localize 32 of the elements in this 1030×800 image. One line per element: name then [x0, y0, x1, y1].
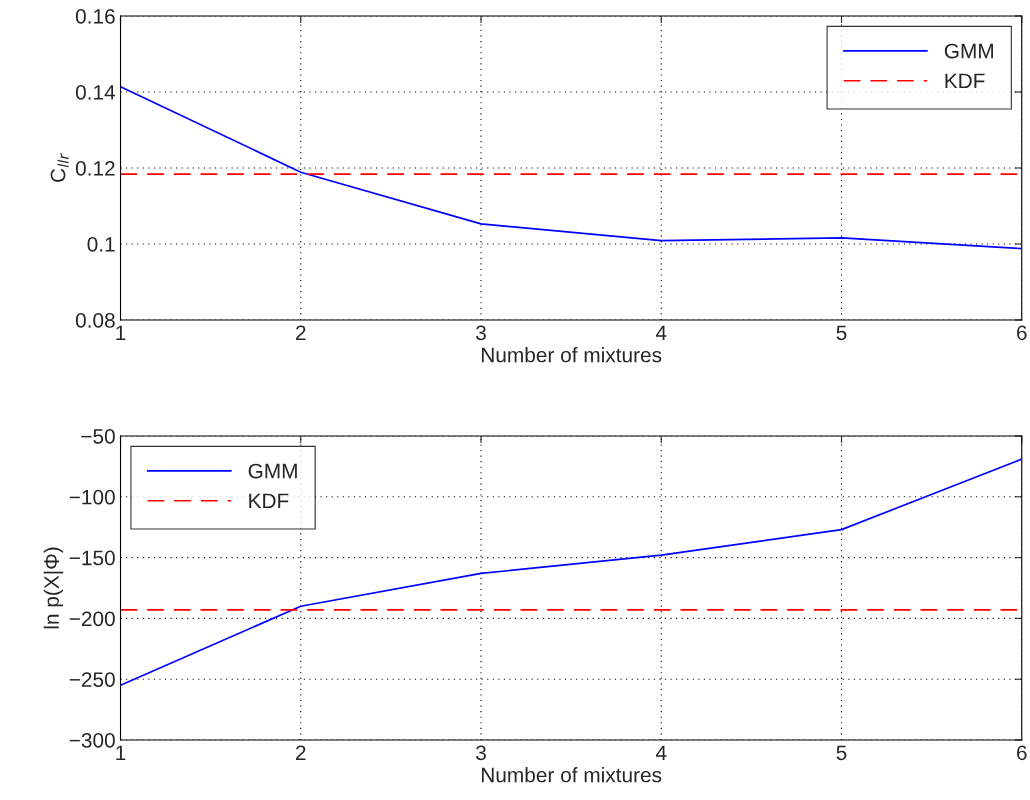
y-tick-label: −250: [69, 672, 115, 687]
legend-label: KDF: [945, 73, 985, 89]
line-series: [120, 458, 1022, 687]
y-axis-title: C$_{llr}$: [50, 152, 69, 182]
y-tick-label: 0.12: [75, 161, 115, 176]
y-tick-label: −150: [69, 550, 115, 566]
y-tick-label: 0.08: [75, 313, 115, 328]
x-tick-label: 6: [1017, 745, 1027, 761]
legend-label: GMM: [248, 463, 297, 479]
x-tick-label: 1: [116, 745, 126, 760]
y-tick-label: −200: [69, 611, 115, 627]
x-tick-label: 5: [836, 325, 847, 341]
x-tick-label: 3: [476, 325, 486, 341]
x-tick-label: 3: [476, 745, 486, 761]
y-tick-label: −50: [81, 429, 115, 444]
y-axis-title: ln p(X|Φ): [43, 547, 64, 629]
x-axis-title: Number of mixtures: [481, 767, 662, 783]
y-tick-label: 0.1: [87, 237, 115, 252]
y-tick-label: 0.16: [75, 9, 115, 24]
x-tick-label: 2: [296, 745, 306, 760]
x-tick-label: 4: [655, 745, 667, 760]
x-tick-label: 2: [296, 325, 306, 340]
x-tick-label: 4: [655, 325, 667, 340]
legend-label: GMM: [944, 43, 993, 59]
y-tick-label: −300: [69, 733, 115, 748]
x-axis-title: Number of mixtures: [481, 347, 662, 363]
x-tick-label: 5: [836, 745, 847, 761]
x-tick-label: 6: [1017, 325, 1027, 341]
legend-label: KDF: [249, 493, 289, 509]
y-tick-label: 0.14: [75, 85, 116, 100]
y-tick-label: −100: [69, 489, 115, 505]
x-tick-label: 1: [116, 325, 126, 340]
